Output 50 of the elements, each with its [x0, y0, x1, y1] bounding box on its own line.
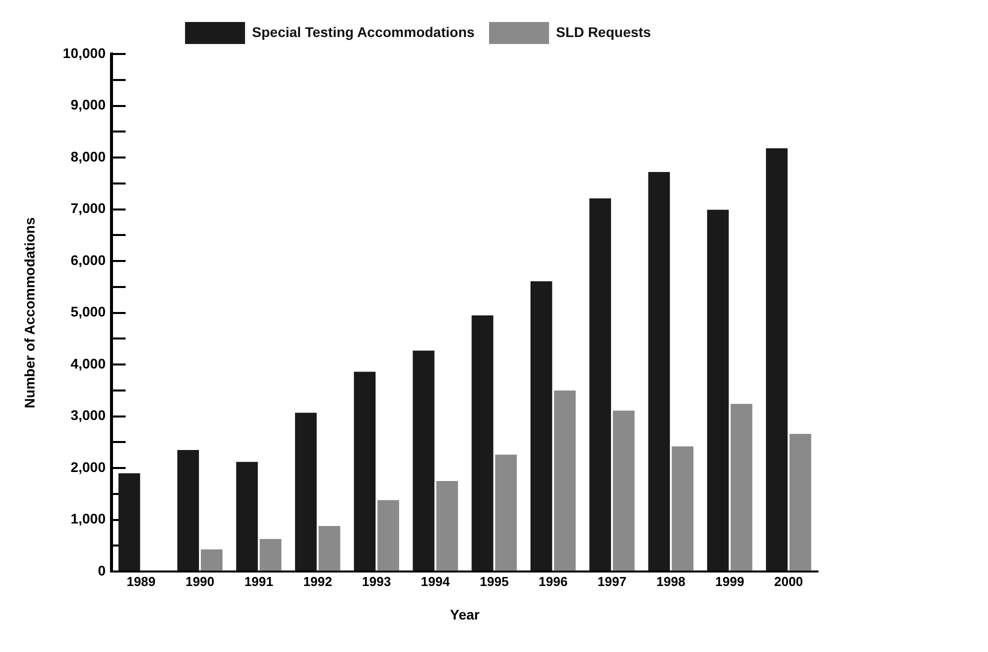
x-tick-label: 1992 [303, 574, 332, 589]
y-tick-label: 0 [98, 562, 106, 578]
y-tick-label: 4,000 [70, 355, 106, 372]
bar [648, 172, 670, 571]
bar [200, 549, 223, 571]
y-tick-label: 5,000 [70, 304, 106, 320]
y-tick-label: 9,000 [70, 96, 106, 113]
y-tick-label: 1,000 [70, 510, 106, 527]
y-tick-label: 8,000 [70, 148, 106, 164]
bar [707, 210, 729, 571]
x-tick-label: 1998 [656, 574, 686, 589]
bar [589, 198, 612, 571]
legend-label: SLD Requests [556, 24, 652, 40]
legend-label: Special Testing Accommodations [252, 24, 475, 40]
y-axis-title: Number of Accommodations [21, 217, 38, 408]
x-tick-label: 1990 [185, 574, 214, 589]
bar [790, 434, 812, 571]
bar [412, 350, 434, 571]
y-tick-label: 6,000 [70, 252, 106, 268]
x-tick-label: 1989 [126, 574, 156, 589]
y-tick-label: 2,000 [70, 458, 106, 475]
bar [177, 450, 199, 571]
bar [495, 454, 517, 571]
bar [436, 481, 458, 571]
x-tick-label: 2000 [774, 574, 804, 589]
bar [318, 526, 340, 571]
bar [295, 412, 317, 571]
x-tick-label: 1999 [715, 574, 744, 589]
y-tick-label: 3,000 [70, 407, 106, 424]
y-tick-label: 7,000 [70, 200, 106, 216]
bar [554, 390, 576, 571]
x-tick-label: 1996 [538, 574, 568, 589]
bar [354, 372, 376, 571]
bar [766, 148, 788, 571]
bar [118, 473, 140, 571]
bar [530, 281, 552, 571]
x-axis-title: Year [450, 606, 480, 622]
x-tick-label: 1997 [598, 574, 626, 589]
bar [672, 446, 694, 571]
x-tick-label: 1993 [362, 574, 391, 589]
x-tick-label: 1994 [420, 574, 451, 589]
bar [730, 404, 752, 571]
x-tick-label: 1991 [244, 574, 274, 589]
bar [377, 500, 400, 571]
bar [472, 315, 494, 571]
bar [612, 410, 635, 571]
bar [260, 538, 282, 571]
bar [236, 462, 258, 571]
y-tick-label: 10,000 [62, 44, 106, 61]
x-tick-label: 1995 [480, 574, 509, 589]
